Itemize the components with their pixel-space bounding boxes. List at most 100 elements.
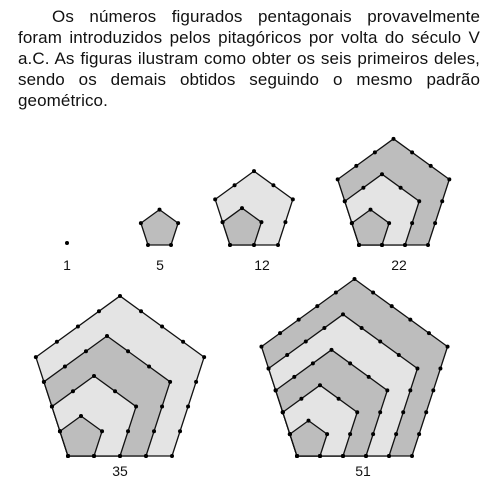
dot	[41, 379, 46, 384]
dot	[146, 243, 150, 247]
dot	[348, 432, 353, 437]
pentagon-layer-1	[221, 207, 263, 246]
dot	[403, 243, 407, 247]
dot	[147, 364, 152, 369]
dot	[440, 199, 445, 204]
dot	[391, 136, 396, 141]
dot	[318, 454, 322, 458]
dot	[92, 373, 96, 378]
dot	[228, 243, 232, 247]
dot	[378, 410, 383, 415]
dot	[366, 374, 371, 379]
dot	[428, 163, 433, 168]
dot	[325, 432, 330, 437]
label-12: 12	[254, 257, 270, 273]
dot	[389, 304, 394, 309]
dot	[213, 197, 218, 202]
dot	[240, 206, 244, 211]
dot	[57, 429, 62, 434]
dot	[287, 432, 292, 437]
pentagon-layer-1	[140, 208, 179, 246]
figure-35: 35	[33, 293, 207, 479]
dot	[322, 325, 327, 330]
dot	[75, 324, 80, 329]
dot	[361, 185, 366, 190]
dot	[385, 388, 390, 393]
dot	[138, 221, 143, 226]
dot	[318, 383, 322, 388]
dot	[368, 207, 373, 212]
dot	[329, 347, 334, 352]
dot	[49, 404, 54, 409]
dot	[357, 243, 361, 247]
dot	[105, 333, 109, 338]
label-35: 35	[112, 463, 128, 479]
pentagon-layer-1	[59, 415, 103, 457]
dot	[33, 355, 38, 360]
dot	[273, 388, 278, 393]
dot	[144, 454, 148, 458]
dot	[380, 243, 384, 247]
dot-figure-1	[65, 241, 69, 245]
dot	[160, 404, 165, 409]
dot	[447, 177, 452, 182]
dot	[408, 317, 413, 322]
dot	[186, 404, 191, 409]
dot	[415, 366, 420, 371]
dot	[359, 325, 364, 330]
dot	[410, 454, 414, 458]
figure-1: 1	[63, 241, 71, 273]
dot	[341, 312, 345, 317]
dot	[431, 388, 436, 393]
dot	[372, 150, 377, 155]
dot	[352, 277, 357, 282]
pentagon-layer-1	[289, 419, 328, 457]
intro-paragraph: Os números figurados pentagonais provave…	[18, 7, 480, 110]
dot	[252, 243, 256, 247]
dot	[396, 352, 401, 357]
dot	[355, 410, 360, 415]
dot	[126, 429, 131, 434]
dot	[181, 339, 186, 344]
dot	[157, 207, 162, 212]
figure-12: 12	[213, 169, 295, 273]
dot	[126, 349, 131, 354]
dot	[139, 309, 144, 314]
dot	[438, 366, 443, 371]
dot	[169, 243, 173, 247]
dot	[271, 183, 276, 188]
dot	[426, 243, 430, 247]
dot	[426, 331, 431, 336]
dot	[417, 432, 422, 437]
dot	[118, 454, 122, 458]
dot	[194, 379, 199, 384]
dot	[79, 413, 83, 418]
dot	[417, 199, 422, 204]
dot	[296, 317, 301, 322]
dot	[160, 324, 165, 329]
dot	[387, 454, 391, 458]
dot	[259, 344, 264, 349]
dot	[178, 429, 183, 434]
dot	[278, 331, 283, 336]
dot	[341, 454, 345, 458]
label-51: 51	[355, 463, 371, 479]
dot	[398, 185, 403, 190]
dot	[306, 418, 311, 423]
dot	[315, 304, 320, 309]
label-5: 5	[156, 257, 164, 273]
dot	[303, 339, 308, 344]
dot	[170, 454, 174, 458]
label-22: 22	[391, 257, 407, 273]
dot	[168, 379, 173, 384]
dot	[285, 352, 290, 357]
dot	[176, 221, 181, 226]
dot	[252, 169, 256, 174]
dot	[445, 344, 450, 349]
dot	[410, 150, 415, 155]
dot	[401, 410, 406, 415]
figure-51: 51	[259, 277, 450, 479]
dot	[310, 361, 315, 366]
dot	[259, 220, 264, 225]
